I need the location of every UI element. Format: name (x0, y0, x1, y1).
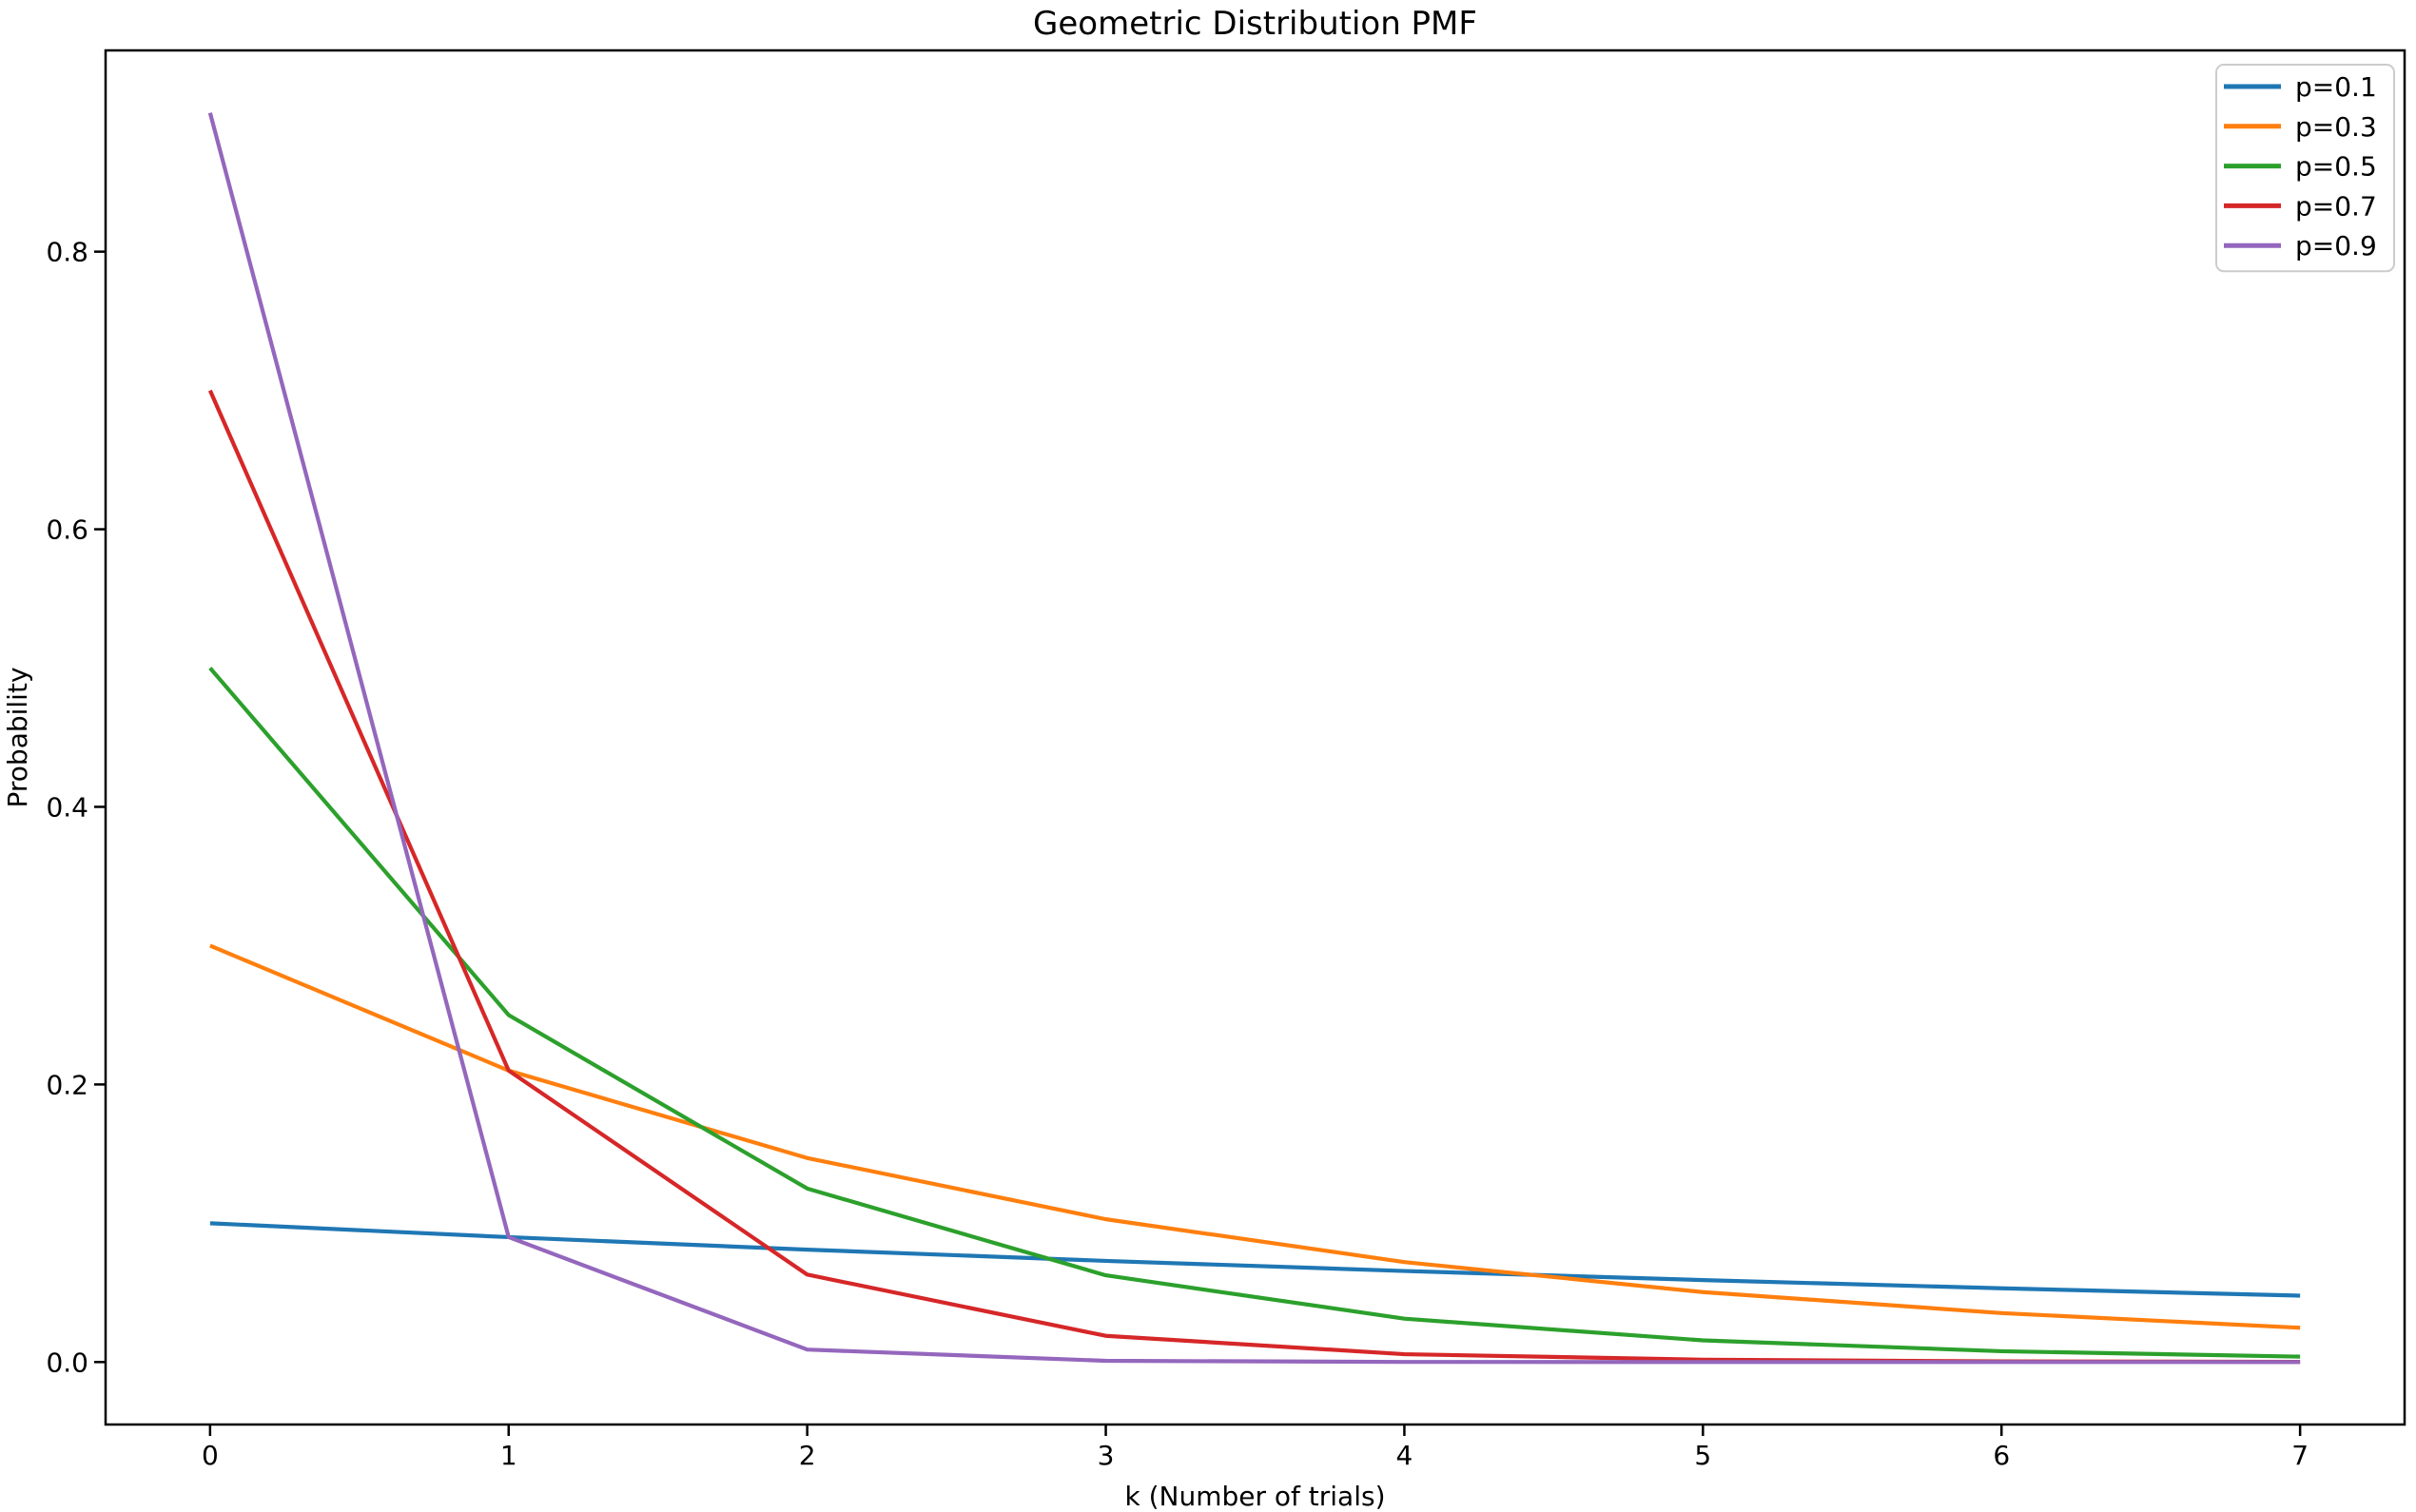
series-line-p=0.1 (209, 1221, 2301, 1298)
series-line-p=0.5 (208, 667, 2301, 1359)
x-tick-label: 3 (1098, 1440, 1115, 1471)
axis-ticks: 0 1 2 3 4 5 6 7 0.0 0.2 0.4 0.6 0.8 (46, 237, 2309, 1471)
legend-frame (2215, 64, 2395, 273)
plot-area-frame (104, 48, 2406, 1426)
series-lines (207, 112, 2301, 1365)
x-tick-label: 6 (1993, 1440, 2010, 1471)
x-tick-label: 0 (202, 1440, 219, 1471)
x-tick-label: 7 (2291, 1440, 2309, 1471)
x-tick-label: 5 (1694, 1440, 1711, 1471)
legend-entry-label: p=0.3 (2295, 111, 2377, 143)
legend-entry-label: p=0.1 (2295, 71, 2377, 103)
x-tick-label: 2 (799, 1440, 816, 1471)
legend-entry-label: p=0.5 (2295, 151, 2377, 183)
y-tick-label: 0.6 (46, 514, 88, 546)
series-line-p=0.9 (207, 112, 2301, 1365)
legend-entry-label: p=0.9 (2295, 230, 2377, 262)
y-tick-label: 0.4 (46, 791, 88, 823)
series-line-p=0.7 (207, 389, 2301, 1365)
x-tick-label: 1 (500, 1440, 517, 1471)
x-tick-label: 4 (1396, 1440, 1413, 1471)
x-axis-label: k (Number of trials) (1124, 1481, 1385, 1512)
legend-entry-label: p=0.7 (2295, 190, 2377, 222)
y-tick-label: 0.8 (46, 237, 88, 268)
chart-title: Geometric Distribution PMF (1033, 5, 1477, 43)
y-axis-label: Probability (2, 667, 33, 807)
legend: p=0.1 p=0.3 p=0.5 p=0.7 p=0.9 (2215, 64, 2395, 273)
y-tick-label: 0.2 (46, 1069, 88, 1100)
series-line-p=0.3 (209, 943, 2301, 1330)
y-tick-label: 0.0 (46, 1347, 88, 1378)
